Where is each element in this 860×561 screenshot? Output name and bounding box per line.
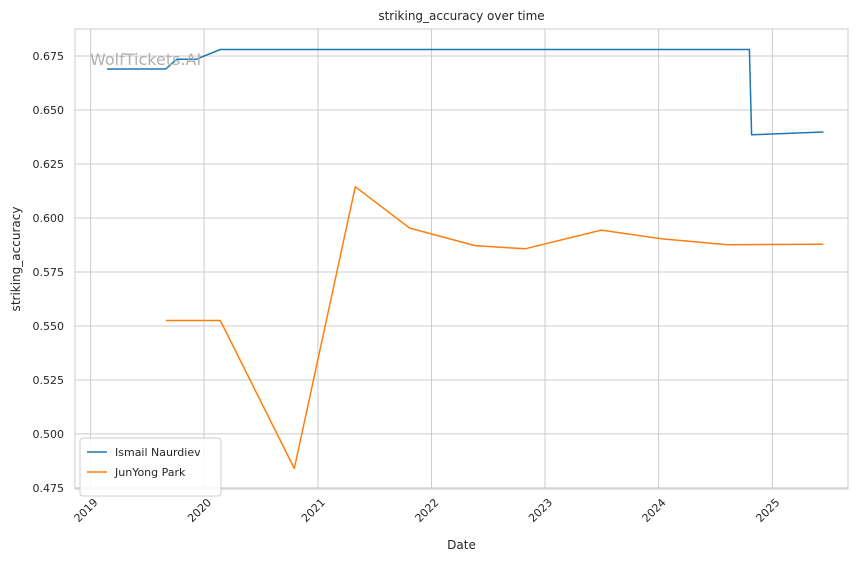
series-lines [107, 48, 824, 470]
legend-label-1: JunYong Park [114, 466, 186, 479]
y-axis-title: striking_accuracy [9, 207, 23, 312]
x-tick-labels: 2019 2020 2021 2022 2023 2024 2025 [72, 496, 783, 525]
plot-area-frame [74, 28, 849, 490]
x-tick-label: 2022 [413, 496, 442, 525]
y-tick-label: 0.675 [33, 50, 65, 63]
legend-label-0: Ismail Naurdiev [115, 446, 201, 459]
y-tick-label: 0.475 [33, 482, 65, 495]
y-tick-label: 0.600 [33, 212, 65, 225]
legend-box [79, 437, 222, 497]
legend: Ismail Naurdiev JunYong Park [79, 437, 222, 497]
y-tick-label: 0.575 [33, 266, 65, 279]
grid [75, 29, 848, 489]
chart-title: striking_accuracy over time [378, 9, 544, 23]
x-tick-label: 2025 [753, 496, 782, 525]
y-tick-label: 0.550 [33, 320, 65, 333]
y-tick-label: 0.625 [33, 158, 65, 171]
watermark: WolfTickets.AI [90, 50, 201, 69]
series-line-1 [165, 185, 824, 470]
x-tick-label: 2019 [72, 496, 101, 525]
y-tick-label: 0.650 [33, 104, 65, 117]
y-tick-label: 0.500 [33, 428, 65, 441]
x-tick-label: 2021 [299, 496, 328, 525]
x-tick-label: 2020 [185, 496, 214, 525]
x-tick-label: 2024 [640, 496, 669, 525]
x-tick-label: 2023 [526, 496, 555, 525]
series-line-0 [107, 48, 824, 136]
y-tick-label: 0.525 [33, 374, 65, 387]
y-tick-labels: 0.475 0.500 0.525 0.550 0.575 0.600 0.625 0.650… [33, 50, 65, 495]
x-axis-title: Date [447, 538, 476, 552]
